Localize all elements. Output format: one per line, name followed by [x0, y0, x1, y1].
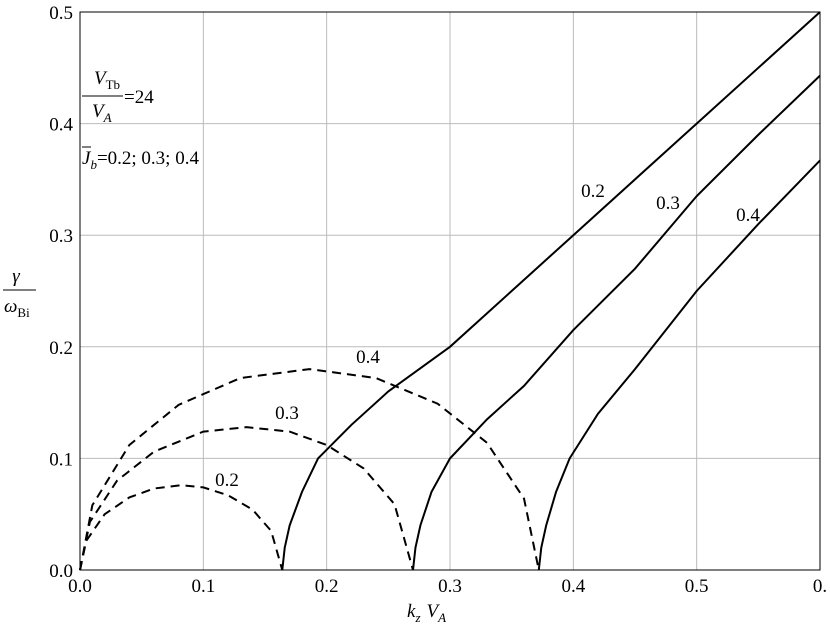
series-line: [412, 74, 821, 571]
x-second: V: [427, 601, 441, 622]
x-second-sub: A: [437, 610, 446, 625]
ratio-value: =24: [124, 87, 154, 108]
y-tick-label: 0.3: [49, 226, 73, 247]
ratio-num: V: [94, 68, 108, 89]
current-symbol: J: [82, 148, 92, 169]
series-line: [281, 11, 821, 571]
x-tick-label: 0.1: [191, 576, 215, 597]
series-label: 0.4: [736, 205, 760, 226]
plot-frame: [79, 11, 821, 571]
x-label: kz VA: [407, 601, 446, 625]
x-tick-label: 0.5: [685, 576, 709, 597]
current-value: =0.2; 0.3; 0.4: [97, 148, 200, 169]
y-label-den: ωBi: [4, 296, 30, 320]
y-den: ω: [4, 296, 17, 317]
y-tick-label: 0.4: [49, 115, 73, 136]
annotation-current: Jb=0.2; 0.3; 0.4: [82, 148, 199, 172]
y-tick-label: 0.1: [49, 449, 73, 470]
x-main-sub: z: [414, 610, 420, 625]
y-tick-label: 0.0: [49, 561, 73, 582]
series-line: [79, 484, 284, 571]
x-tick-label: 0.3: [438, 576, 462, 597]
series-label: 0.4: [356, 347, 380, 368]
series-label: 0.3: [656, 193, 680, 214]
series-line: [79, 426, 414, 571]
series-label: 0.2: [581, 181, 605, 202]
ratio-den: V: [92, 101, 106, 122]
x-tick-label: 0.2: [315, 576, 339, 597]
series-label: 0.3: [275, 403, 299, 424]
x-tick-label: 0.4: [561, 576, 585, 597]
annotation-ratio-den: VA: [92, 101, 112, 125]
y-tick-label: 0.5: [49, 3, 73, 24]
x-tick-label: 0.: [813, 576, 827, 597]
current-sub: b: [90, 157, 97, 172]
series-line: [537, 159, 821, 571]
y-label-num: γ: [12, 266, 20, 287]
ratio-den-sub: A: [103, 110, 112, 125]
annotation-ratio: VTb: [94, 68, 120, 92]
y-den-sub: Bi: [17, 305, 30, 320]
x-main: k: [407, 601, 416, 622]
series-line: [79, 368, 540, 571]
y-tick-label: 0.2: [49, 338, 73, 359]
ratio-num-sub: Tb: [106, 77, 120, 92]
x-tick-label: 0.0: [68, 576, 92, 597]
series-label: 0.2: [215, 470, 239, 491]
